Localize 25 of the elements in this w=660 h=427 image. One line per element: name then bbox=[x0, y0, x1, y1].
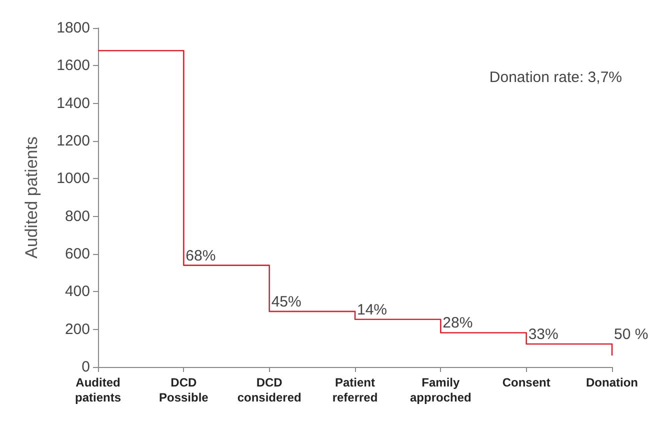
x-tick-label: Donation bbox=[586, 376, 638, 390]
y-tick-label: 1600 bbox=[56, 57, 90, 74]
y-axis-title: Audited patients bbox=[22, 136, 41, 258]
y-tick-label: 400 bbox=[64, 283, 90, 300]
y-tick-label: 200 bbox=[64, 320, 90, 338]
x-tick-label: Patient referred bbox=[332, 376, 378, 404]
y-tick-label: 600 bbox=[64, 246, 90, 262]
x-tick-label: DCD considered bbox=[237, 376, 302, 404]
annotation: 68% bbox=[186, 247, 216, 264]
annotation: 45% bbox=[271, 293, 302, 310]
annotation: Donation rate: 3,7% bbox=[489, 69, 622, 86]
y-tick-label: 1800 bbox=[56, 20, 90, 36]
x-tick-label: Family approched bbox=[410, 376, 472, 404]
y-tick-label: 1000 bbox=[56, 170, 90, 188]
y-tick-label: 800 bbox=[64, 208, 90, 225]
x-tick-label: Consent bbox=[502, 376, 550, 390]
annotation: 14% bbox=[357, 301, 388, 318]
x-tick-label: Audited patients bbox=[74, 376, 122, 404]
annotation: 33% bbox=[528, 326, 558, 344]
y-tick-label: 1200 bbox=[56, 132, 90, 150]
y-tick-label: 0 bbox=[82, 358, 90, 376]
annotation: 28% bbox=[442, 314, 473, 332]
annotation: 50 % bbox=[614, 326, 648, 344]
y-tick-label: 1400 bbox=[56, 94, 90, 112]
x-tick-label: DCD Possible bbox=[158, 376, 209, 404]
